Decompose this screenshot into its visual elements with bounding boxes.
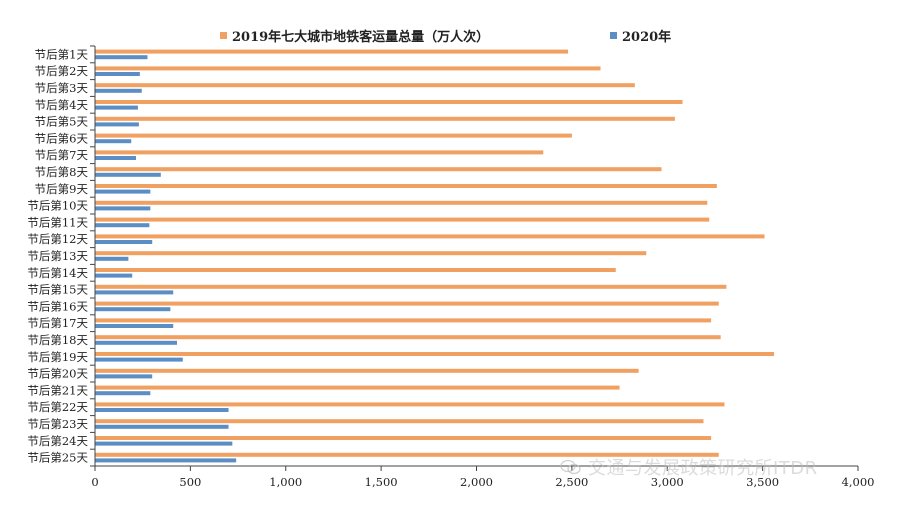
y-tick-label: 节后第23天: [27, 417, 88, 431]
x-tick-label: 3,000: [651, 475, 684, 489]
bar-2020-19: [95, 357, 183, 362]
bar-2020-14: [95, 273, 133, 278]
bar-2020-6: [95, 139, 132, 144]
y-tick-label: 节后第3天: [35, 81, 89, 95]
y-tick-label: 节后第16天: [27, 299, 88, 313]
bar-2019-9: [95, 184, 717, 188]
bar-2019-3: [95, 83, 635, 88]
y-tick-label: 节后第14天: [27, 266, 88, 280]
legend-swatch-2019: [220, 32, 227, 39]
bar-2020-7: [95, 156, 137, 160]
bar-2020-25: [95, 458, 237, 463]
bar-2019-21: [95, 385, 620, 390]
bar-2019-4: [95, 100, 683, 104]
bar-2019-6: [95, 133, 572, 138]
legend-label-2020: 2020年: [622, 30, 672, 45]
bar-2020-1: [95, 55, 148, 60]
bar-2019-13: [95, 251, 647, 256]
y-tick-label: 节后第17天: [27, 316, 88, 330]
bar-2020-13: [95, 256, 129, 261]
x-tick-label: 1,500: [365, 475, 398, 489]
bar-2019-19: [95, 352, 775, 356]
legend-item-2020: 2020年: [610, 26, 671, 45]
bar-2020-5: [95, 122, 139, 127]
bar-2020-22: [95, 408, 229, 412]
y-tick-label: 节后第22天: [27, 400, 88, 414]
bar-2020-24: [95, 441, 233, 446]
legend-item-2019: 2019年七大城市地铁客运量总量（万人次）: [220, 26, 489, 45]
y-tick-label: 节后第1天: [35, 47, 89, 61]
y-tick-label: 节后第21天: [27, 383, 88, 397]
bar-2019-24: [95, 436, 712, 440]
bar-2020-2: [95, 72, 140, 76]
x-tick-label: 1,000: [269, 475, 302, 489]
y-tick-label: 节后第6天: [35, 131, 89, 145]
x-tick-label: 3,500: [746, 475, 779, 489]
bar-2019-20: [95, 368, 639, 373]
bar-2019-7: [95, 150, 544, 155]
x-tick-label: 0: [91, 475, 98, 489]
legend-swatch-2020: [610, 32, 617, 39]
x-tick-label: 4,000: [842, 475, 875, 489]
bar-2020-20: [95, 374, 153, 379]
y-tick-label: 节后第13天: [27, 249, 88, 263]
bar-2019-15: [95, 284, 727, 289]
bar-2019-1: [95, 49, 569, 54]
y-tick-label: 节后第24天: [27, 434, 88, 448]
bar-2020-21: [95, 391, 151, 396]
y-tick-label: 节后第9天: [35, 182, 89, 196]
bar-2019-8: [95, 167, 662, 172]
y-tick-label: 节后第19天: [27, 350, 88, 364]
bar-2019-25: [95, 452, 719, 457]
y-tick-label: 节后第4天: [35, 98, 89, 112]
y-tick-label: 节后第25天: [27, 451, 88, 465]
bar-2020-12: [95, 240, 153, 244]
bar-2020-9: [95, 189, 151, 194]
legend-label-2019: 2019年七大城市地铁客运量总量（万人次）: [232, 30, 490, 45]
bar-2020-11: [95, 223, 150, 228]
legend: 2019年七大城市地铁客运量总量（万人次） 2020年: [0, 26, 909, 46]
bar-2020-15: [95, 290, 174, 295]
bar-2020-16: [95, 307, 171, 312]
bar-2019-22: [95, 402, 725, 407]
bar-2020-4: [95, 105, 138, 110]
y-tick-label: 节后第11天: [27, 215, 88, 229]
y-tick-label: 节后第15天: [27, 283, 88, 297]
bar-2019-2: [95, 66, 601, 71]
bar-2020-10: [95, 206, 151, 211]
y-tick-label: 节后第8天: [35, 165, 89, 179]
bar-2019-10: [95, 200, 708, 205]
bar-2019-12: [95, 234, 765, 239]
bar-2019-11: [95, 217, 710, 222]
y-tick-label: 节后第5天: [35, 115, 89, 129]
x-tick-label: 2,000: [460, 475, 493, 489]
bar-2019-14: [95, 268, 616, 272]
bar-2020-18: [95, 340, 178, 345]
y-tick-label: 节后第7天: [35, 148, 89, 162]
y-tick-label: 节后第20天: [27, 367, 88, 381]
y-tick-label: 节后第12天: [27, 232, 88, 246]
bar-2020-17: [95, 324, 174, 328]
watermark-text: 交通与发展政策研究所ITDR: [588, 458, 818, 479]
x-tick-label: 500: [179, 475, 201, 489]
bar-2019-16: [95, 301, 719, 306]
y-tick-label: 节后第18天: [27, 333, 88, 347]
wechat-icon: [560, 459, 581, 475]
x-tick-label: 2,500: [555, 475, 588, 489]
bar-2019-18: [95, 335, 721, 340]
bar-2020-23: [95, 424, 229, 429]
bar-2019-17: [95, 318, 712, 323]
watermark: 交通与发展政策研究所ITDR: [560, 454, 818, 480]
y-tick-label: 节后第10天: [27, 199, 88, 213]
bar-2020-8: [95, 172, 161, 177]
bar-2020-3: [95, 88, 142, 93]
bar-2019-23: [95, 419, 704, 424]
bar-2019-5: [95, 116, 675, 121]
y-tick-label: 节后第2天: [35, 64, 89, 78]
